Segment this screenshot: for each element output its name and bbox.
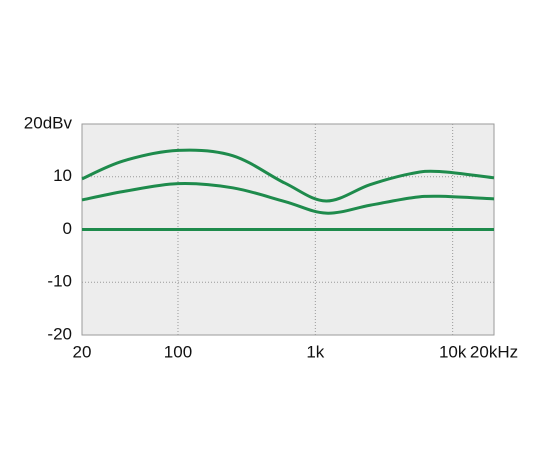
x-tick-label: 20kHz [470, 342, 518, 361]
x-tick-label: 10k [439, 342, 467, 361]
response-curve [81, 148, 495, 203]
y-tick-label: -10 [47, 272, 72, 291]
x-tick-label: 1k [306, 342, 324, 361]
response-curve [81, 181, 495, 215]
y-tick-label: -20 [47, 324, 72, 343]
y-tick-label: 20dBv [24, 113, 73, 132]
y-tick-label: 0 [63, 219, 72, 238]
x-tick-label: 20 [73, 342, 92, 361]
x-tick-label: 100 [164, 342, 192, 361]
y-tick-label: 10 [53, 166, 72, 185]
